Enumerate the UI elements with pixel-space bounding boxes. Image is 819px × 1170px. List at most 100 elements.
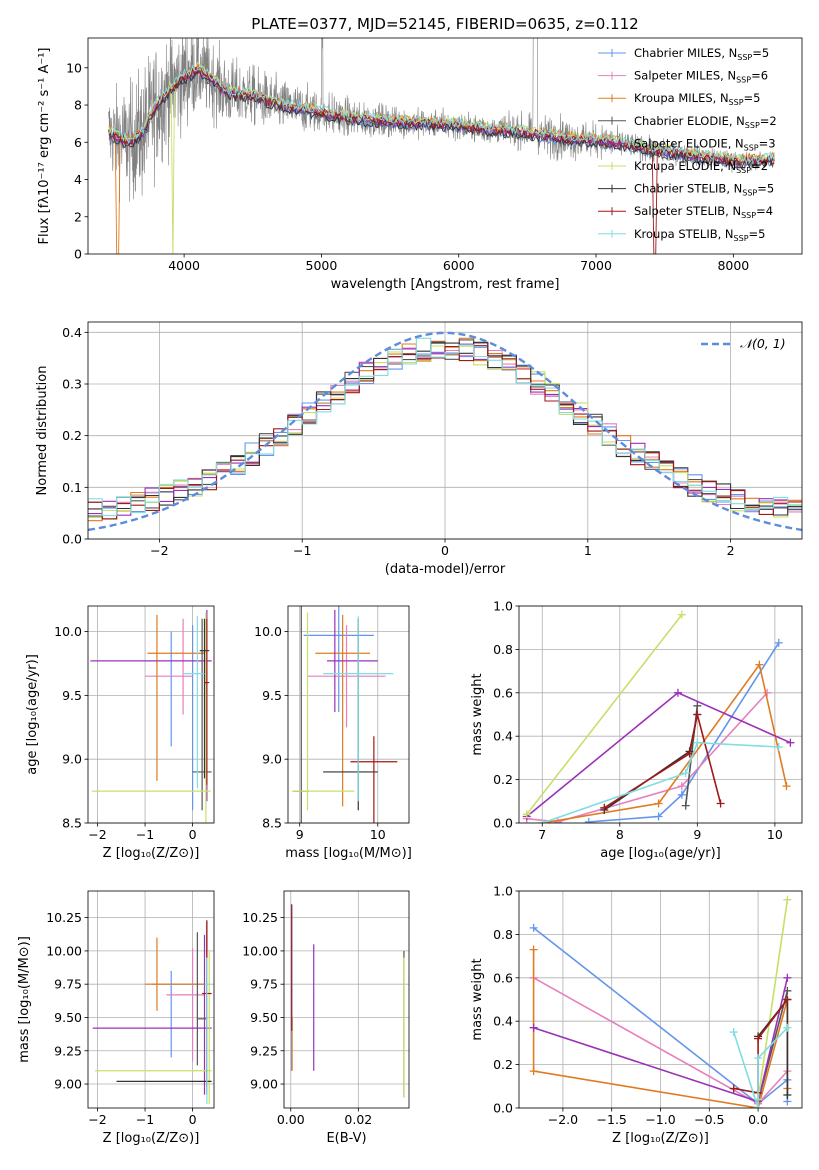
axes-frame [87, 605, 215, 824]
y-tick-label: 0.4 [62, 325, 82, 340]
y-axis-label: mass [log₁₀(M/M⊙)] [17, 936, 32, 1063]
x-tick-label: 10 [767, 827, 783, 842]
series-line [588, 642, 780, 823]
data-point-marker [584, 817, 593, 823]
axes-overlay: 0.00 0.02 9.00 9.25 9.50 9.75 10.00 10.25 E(B-V) [242, 890, 410, 1146]
y-tick-label: 9.5 [62, 688, 82, 703]
data-point-marker [529, 923, 538, 932]
x-tick-label: 8000 [717, 258, 749, 273]
axes-overlay: −2 −1 0 1 2 0.0 0.1 0.2 0.3 0.4 (data-model)/error… [35, 321, 803, 577]
data-point-marker [677, 610, 686, 619]
legend-label: Chabrier MILES, NSSP=5 [634, 46, 769, 62]
y-tick-label: 10 [66, 60, 82, 75]
x-axis-label: (data-model)/error [385, 562, 506, 577]
data-point-marker [693, 701, 702, 710]
y-tick-label: 10.0 [54, 624, 82, 639]
y-tick-label: 9.50 [250, 1010, 278, 1025]
data-point-marker [553, 817, 562, 823]
errorbar-kroupa-stelib [183, 616, 205, 789]
errorbar-salpeter-miles [166, 948, 205, 1062]
errorbar-salpeter-stelib [204, 618, 210, 785]
x-axis-label: mass [log₁₀(M/M⊙)] [285, 846, 412, 861]
errorbar-chabrier-miles [303, 606, 374, 712]
x-tick-label: −2 [88, 827, 106, 842]
errorbar-salpeter-elodie [92, 934, 212, 1095]
errorbar-kroupa-stelib [323, 616, 394, 802]
y-tick-label: 0.8 [493, 642, 513, 657]
x-axis-label: wavelength [Angstrom, rest frame] [331, 277, 560, 292]
observed-spectrum-line [108, 38, 775, 203]
axes-frame [518, 605, 803, 824]
plot-area [291, 606, 398, 823]
legend-label: Chabrier STELIB, NSSP=5 [634, 182, 774, 198]
y-tick-label: 0.6 [493, 970, 513, 985]
data-point-marker [782, 782, 791, 791]
legend-label: Salpeter ELODIE, NSSP=3 [634, 136, 776, 152]
x-tick-label: 7000 [580, 258, 612, 273]
y-tick-label: 6 [74, 135, 82, 150]
data-point-marker [681, 801, 690, 810]
y-tick-label: 9.5 [262, 688, 282, 703]
x-tick-label: 4000 [168, 258, 200, 273]
normal-reference-curve [88, 331, 802, 532]
x-tick-label: 5000 [306, 258, 338, 273]
x-tick-label: −2.0 [548, 1112, 578, 1127]
x-tick-label: −1.0 [645, 1112, 675, 1127]
data-point-marker [681, 769, 690, 778]
y-tick-label: 9.0 [262, 752, 282, 767]
errorbar-chabrier-elodie [192, 618, 212, 811]
legend-label: Kroupa MILES, NSSP=5 [634, 91, 760, 107]
y-tick-label: 0.2 [493, 772, 513, 787]
axes-overlay: −2 −1 0 9.00 9.25 9.50 9.75 10.00 10.25 Z [log₁₀(… [17, 890, 215, 1146]
y-tick-label: 9.25 [250, 1043, 278, 1058]
y-tick-label: 10.25 [46, 910, 82, 925]
axes-frame [283, 890, 410, 1109]
data-point-marker [729, 1028, 738, 1037]
series-kroupa-stelib [729, 1023, 792, 1108]
y-tick-label: 0.3 [62, 377, 82, 392]
errorbar-kroupa-miles [145, 937, 205, 1011]
x-tick-label: 10 [370, 827, 386, 842]
y-tick-label: 9.00 [54, 1077, 82, 1092]
legend-label: Chabrier ELODIE, NSSP=2 [634, 114, 777, 130]
x-tick-label: 8 [616, 827, 624, 842]
x-tick-label: −0.5 [694, 1112, 724, 1127]
figure-title: PLATE=0377, MJD=52145, FIBERID=0635, z=0… [251, 15, 638, 33]
series-line [542, 662, 788, 823]
x-tick-label: 0 [189, 1112, 197, 1127]
y-tick-label: 0.4 [493, 729, 513, 744]
histogram-step-chabrier-stelib [88, 341, 802, 520]
errorbar-kroupa-stelib [204, 957, 210, 1105]
y-tick-label: 1.0 [493, 599, 513, 614]
panel-mass_weight_vs_age: 7 8 9 10 0.0 0.2 0.4 0.6 0.8 1.0 age [log₁₀(age/yr… [470, 599, 803, 861]
data-point-marker [677, 790, 686, 799]
panel-mass_vs_Z_scatter: −2 −1 0 9.00 9.25 9.50 9.75 10.00 10.25 Z [log₁₀(… [17, 890, 215, 1146]
y-tick-label: 9.25 [54, 1043, 82, 1058]
series-line [526, 614, 683, 815]
axes-overlay: 4000 5000 6000 7000 8000 0 2 4 6 8 10 wavelength [A… [37, 37, 803, 292]
series-line [732, 1027, 788, 1108]
data-point-marker [755, 660, 764, 669]
axes-overlay: 7 8 9 10 0.0 0.2 0.4 0.6 0.8 1.0 age [log₁₀(age/yr… [470, 599, 803, 861]
x-axis-label: age [log₁₀(age/yr)] [600, 846, 721, 861]
data-point-marker [529, 945, 538, 954]
axes-overlay: 9 10 8.5 9.0 9.5 10.0 mass [log₁₀(M/M⊙)] [254, 605, 412, 861]
panel-residual_histogram: −2 −1 0 1 2 0.0 0.1 0.2 0.3 0.4 (data-model)/error… [35, 321, 803, 577]
y-tick-label: 8.5 [262, 816, 282, 831]
y-tick-label: 0.1 [62, 480, 82, 495]
errorbar-salpeter-elodie [90, 609, 212, 802]
data-point-marker [783, 995, 792, 1004]
plot-area [290, 904, 405, 1098]
x-tick-label: 1 [584, 543, 592, 558]
x-axis-label: Z [log₁₀(Z/Z⊙)] [103, 846, 200, 861]
axes-frame [87, 37, 803, 255]
axes-overlay: −2.0 −1.5 −1.0 −0.5 0.0 0.0 0.2 0.4 0.6 0.8 1.0 Z [… [470, 884, 803, 1146]
y-axis-label: Normed distribution [35, 366, 50, 496]
y-tick-label: 9.0 [62, 752, 82, 767]
legend-label: Kroupa STELIB, NSSP=5 [634, 227, 765, 243]
data-point-marker [774, 743, 783, 752]
data-point-marker [754, 1104, 763, 1108]
x-tick-label: 0 [189, 827, 197, 842]
y-tick-label: 0.2 [62, 428, 82, 443]
